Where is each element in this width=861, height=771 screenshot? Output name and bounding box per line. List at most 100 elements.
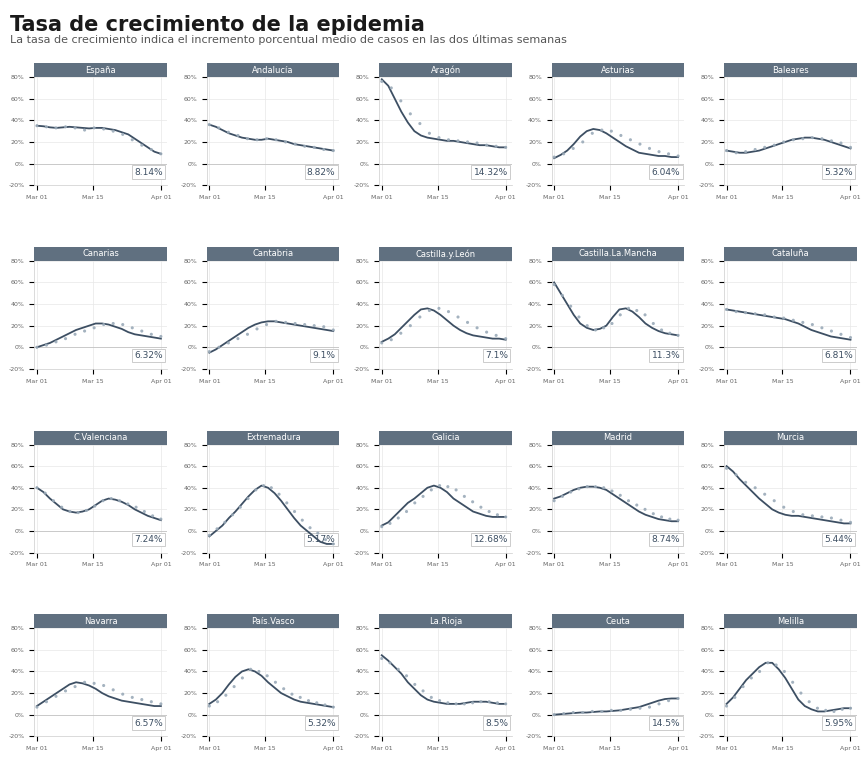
Point xyxy=(404,108,418,120)
Point xyxy=(269,676,282,689)
Point xyxy=(753,665,766,678)
Point xyxy=(104,493,118,505)
Point xyxy=(408,678,422,691)
Point xyxy=(622,494,635,507)
Point xyxy=(623,703,637,715)
Point xyxy=(383,517,397,530)
Text: 14.5%: 14.5% xyxy=(652,719,680,728)
Point xyxy=(564,300,578,312)
Point xyxy=(642,701,656,713)
Point xyxy=(595,705,609,718)
Point xyxy=(633,702,647,715)
Point xyxy=(384,334,398,346)
Point xyxy=(295,514,309,527)
Text: País.Vasco: País.Vasco xyxy=(251,617,295,626)
Text: 8.82%: 8.82% xyxy=(307,167,336,177)
Point xyxy=(834,137,848,150)
Point xyxy=(129,501,143,513)
Point xyxy=(307,141,321,153)
Point xyxy=(567,143,580,155)
Point xyxy=(739,307,753,319)
Point xyxy=(279,316,293,328)
Point xyxy=(470,137,484,150)
Point xyxy=(59,120,72,133)
Point xyxy=(810,702,824,715)
Point xyxy=(400,670,413,682)
Point xyxy=(49,335,63,348)
Point xyxy=(145,328,158,341)
Point xyxy=(589,480,603,493)
Point xyxy=(272,488,286,500)
Text: 6.04%: 6.04% xyxy=(652,167,680,177)
Point xyxy=(212,341,226,353)
Point xyxy=(585,705,599,718)
Point xyxy=(298,318,312,331)
Text: 7.1%: 7.1% xyxy=(485,352,508,360)
Text: 6.57%: 6.57% xyxy=(134,719,163,728)
Point xyxy=(630,305,644,317)
Point xyxy=(827,705,841,718)
Point xyxy=(572,311,585,323)
Point xyxy=(499,332,512,345)
Point xyxy=(116,688,130,700)
Point xyxy=(400,505,413,517)
Text: Andalucía: Andalucía xyxy=(252,66,294,75)
Point xyxy=(819,704,833,716)
Point xyxy=(623,133,637,146)
Point xyxy=(548,494,561,507)
Point xyxy=(654,324,668,336)
Point xyxy=(87,677,101,689)
Point xyxy=(106,684,120,696)
Point xyxy=(815,322,829,334)
Point xyxy=(227,681,241,693)
Point xyxy=(567,706,580,719)
Point xyxy=(806,318,820,331)
Point xyxy=(491,509,505,521)
Point xyxy=(423,127,437,140)
Point xyxy=(489,329,503,342)
Point xyxy=(301,695,315,707)
Point xyxy=(491,697,505,709)
Point xyxy=(146,510,159,522)
Point xyxy=(786,505,800,517)
Point xyxy=(557,708,571,720)
Point xyxy=(844,141,858,153)
Point xyxy=(449,698,463,710)
Point xyxy=(96,123,110,135)
Point xyxy=(806,131,820,143)
Point xyxy=(154,330,168,342)
Point xyxy=(630,499,644,511)
Point xyxy=(474,501,488,513)
Point xyxy=(113,494,127,507)
Point xyxy=(424,483,438,496)
Point xyxy=(260,670,274,682)
Text: Cantabria: Cantabria xyxy=(252,249,294,258)
Point xyxy=(154,513,168,525)
Point xyxy=(96,494,110,507)
Point xyxy=(135,325,149,337)
Point xyxy=(394,95,408,107)
Point xyxy=(30,120,44,132)
Point xyxy=(758,308,771,321)
Point xyxy=(758,141,771,153)
Point xyxy=(231,130,245,142)
Point xyxy=(68,328,82,341)
Point xyxy=(154,148,168,160)
Point xyxy=(661,148,675,160)
Point xyxy=(548,709,561,721)
Point xyxy=(49,690,63,702)
Point xyxy=(212,122,226,134)
Point xyxy=(441,480,455,493)
Point xyxy=(777,501,790,513)
Text: C.Valenciana: C.Valenciana xyxy=(73,433,128,442)
Point xyxy=(269,133,283,146)
Point xyxy=(748,482,762,494)
Point xyxy=(135,693,149,705)
Point xyxy=(285,688,299,700)
Point xyxy=(654,510,668,523)
Point xyxy=(433,695,447,707)
Point xyxy=(604,704,618,716)
Text: 5.32%: 5.32% xyxy=(824,167,852,177)
Point xyxy=(394,327,408,339)
Text: 6.81%: 6.81% xyxy=(824,352,852,360)
